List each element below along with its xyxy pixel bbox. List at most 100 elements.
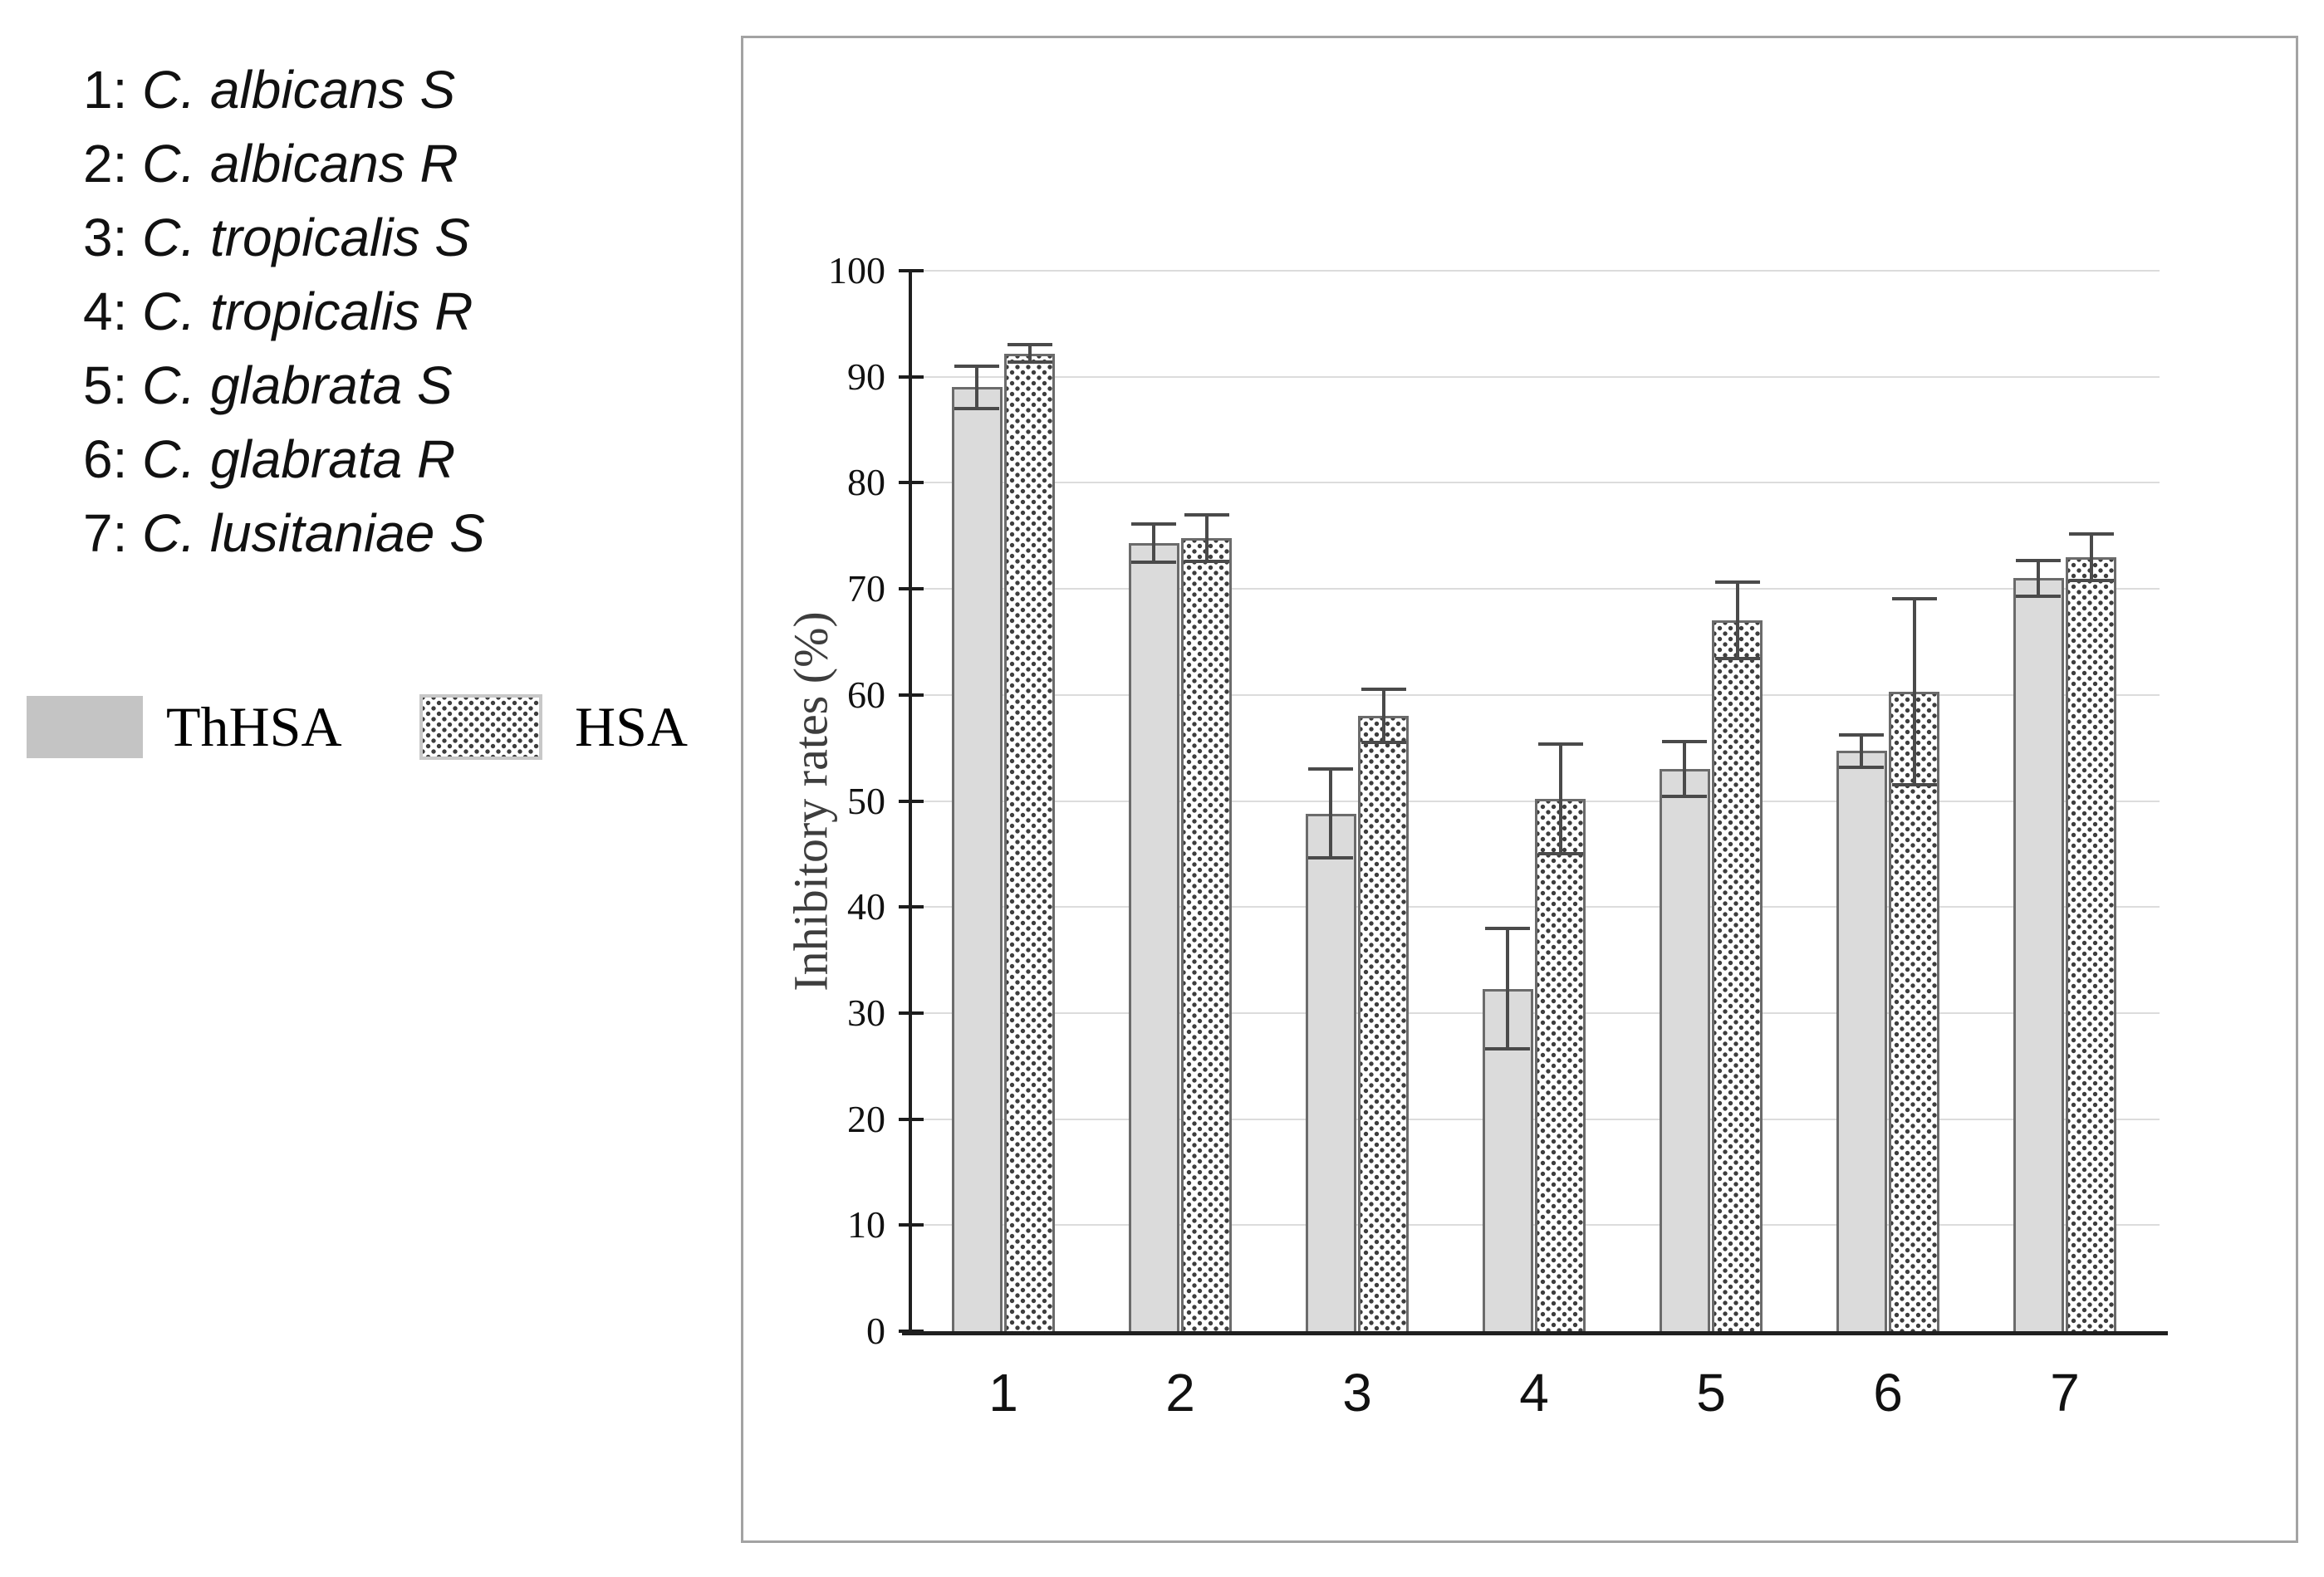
error-bar-thhsa-2: [1152, 524, 1155, 563]
species-key-name: C. albicans R: [142, 134, 458, 193]
error-bar-thhsa-2-cap-bottom: [1131, 561, 1176, 565]
species-key-item: 2: C. albicans R: [83, 127, 764, 201]
error-bar-hsa-5: [1736, 582, 1739, 659]
legend-swatch-thhsa: [27, 696, 143, 758]
species-key-number: 1:: [83, 60, 143, 120]
gridline: [910, 588, 2160, 590]
error-bar-hsa-1: [1028, 345, 1032, 362]
error-bar-thhsa-5-cap-top: [1662, 739, 1707, 743]
error-bar-hsa-3: [1382, 689, 1385, 743]
gridline: [910, 482, 2160, 484]
species-key-number: 5:: [83, 355, 143, 415]
species-key: 1: C. albicans S 2: C. albicans R 3: C. tr…: [83, 53, 764, 571]
species-key-name: C. tropicalis R: [142, 282, 473, 341]
x-tick-label: 3: [1342, 1363, 1372, 1423]
x-tick-label: 1: [988, 1363, 1018, 1423]
species-key-name: C. glabrata R: [142, 429, 456, 489]
y-tick-label: 90: [847, 355, 885, 398]
error-bar-thhsa-6: [1860, 735, 1863, 767]
y-axis-title: Inhibitory rates (%): [783, 611, 838, 992]
error-bar-hsa-5-cap-bottom: [1715, 657, 1760, 661]
bar-thhsa-5: [1660, 769, 1710, 1331]
species-key-item: 6: C. glabrata R: [83, 423, 764, 497]
error-bar-thhsa-6-cap-top: [1839, 733, 1884, 737]
error-bar-hsa-6-cap-bottom: [1892, 783, 1937, 787]
species-key-number: 2:: [83, 134, 143, 193]
error-bar-hsa-1-cap-top: [1008, 343, 1052, 347]
error-bar-hsa-7-cap-bottom: [2069, 578, 2114, 582]
error-bar-hsa-2: [1205, 514, 1209, 561]
error-bar-thhsa-2-cap-top: [1131, 522, 1176, 526]
error-bar-hsa-5-cap-top: [1715, 580, 1760, 585]
y-tick-label: 50: [847, 779, 885, 822]
legend-label-thhsa: ThHSA: [166, 695, 342, 758]
gridline: [910, 693, 2160, 696]
species-key-number: 3:: [83, 208, 143, 267]
y-tick-label: 40: [847, 885, 885, 928]
error-bar-hsa-1-cap-bottom: [1008, 360, 1052, 364]
x-axis: [902, 1331, 2168, 1335]
error-bar-hsa-2-cap-bottom: [1184, 559, 1229, 563]
error-bar-hsa-4: [1559, 743, 1562, 855]
y-axis: [909, 271, 912, 1335]
x-tick-label: 2: [1165, 1363, 1195, 1423]
error-bar-thhsa-7-cap-bottom: [2016, 595, 2061, 599]
bar-hsa-2: [1181, 537, 1232, 1331]
species-key-number: 7:: [83, 503, 143, 563]
bar-hsa-1: [1004, 353, 1055, 1331]
bar-thhsa-2: [1129, 543, 1179, 1331]
x-tick-label: 6: [1873, 1363, 1903, 1423]
error-bar-thhsa-4-cap-bottom: [1485, 1047, 1530, 1051]
bar-hsa-4: [1535, 798, 1586, 1331]
species-key-item: 1: C. albicans S: [83, 53, 764, 127]
species-key-name: C. tropicalis S: [142, 208, 470, 267]
species-key-item: 7: C. lusitaniae S: [83, 497, 764, 571]
bar-thhsa-3: [1306, 813, 1356, 1331]
y-tick-label: 30: [847, 991, 885, 1034]
x-tick-label: 7: [2050, 1363, 2080, 1423]
y-tick-label: 0: [866, 1310, 885, 1352]
x-tick-label: 4: [1519, 1363, 1549, 1423]
species-key-item: 3: C. tropicalis S: [83, 201, 764, 275]
species-key-number: 4:: [83, 282, 143, 341]
legend-swatch-hsa: [419, 694, 542, 760]
species-key-name: C. glabrata S: [142, 355, 453, 415]
legend-label-hsa: HSA: [575, 695, 689, 758]
error-bar-hsa-6-cap-top: [1892, 596, 1937, 600]
x-tick-label: 5: [1696, 1363, 1726, 1423]
error-bar-thhsa-4-cap-top: [1485, 926, 1530, 930]
error-bar-thhsa-1: [975, 365, 978, 409]
y-tick-label: 80: [847, 461, 885, 504]
error-bar-thhsa-1-cap-top: [954, 364, 999, 368]
bar-hsa-7: [2066, 556, 2116, 1331]
error-bar-hsa-6: [1913, 598, 1916, 786]
y-tick-label: 10: [847, 1203, 885, 1246]
species-key-item: 5: C. glabrata S: [83, 349, 764, 423]
error-bar-hsa-2-cap-top: [1184, 512, 1229, 517]
y-tick-label: 20: [847, 1097, 885, 1140]
bar-hsa-6: [1889, 691, 1939, 1331]
error-bar-thhsa-3-cap-bottom: [1308, 856, 1353, 860]
error-bar-hsa-4-cap-bottom: [1538, 852, 1583, 856]
bar-thhsa-1: [952, 387, 1003, 1331]
bar-hsa-3: [1358, 716, 1409, 1331]
error-bar-hsa-3-cap-bottom: [1361, 741, 1406, 745]
error-bar-thhsa-7: [2037, 560, 2040, 597]
bar-thhsa-6: [1836, 751, 1887, 1331]
y-tick-label: 60: [847, 673, 885, 716]
error-bar-hsa-7: [2090, 533, 2093, 580]
error-bar-thhsa-5: [1683, 741, 1686, 797]
error-bar-hsa-4-cap-top: [1538, 742, 1583, 746]
bar-hsa-5: [1712, 620, 1763, 1331]
error-bar-thhsa-6-cap-bottom: [1839, 765, 1884, 769]
error-bar-thhsa-5-cap-bottom: [1662, 795, 1707, 799]
error-bar-thhsa-1-cap-bottom: [954, 407, 999, 410]
error-bar-thhsa-7-cap-top: [2016, 558, 2061, 562]
gridline: [910, 375, 2160, 378]
error-bar-thhsa-3: [1329, 769, 1332, 859]
y-tick-label: 70: [847, 567, 885, 610]
error-bar-thhsa-3-cap-top: [1308, 767, 1353, 771]
bar-thhsa-7: [2013, 578, 2064, 1331]
species-key-name: C. lusitaniae S: [142, 503, 485, 563]
